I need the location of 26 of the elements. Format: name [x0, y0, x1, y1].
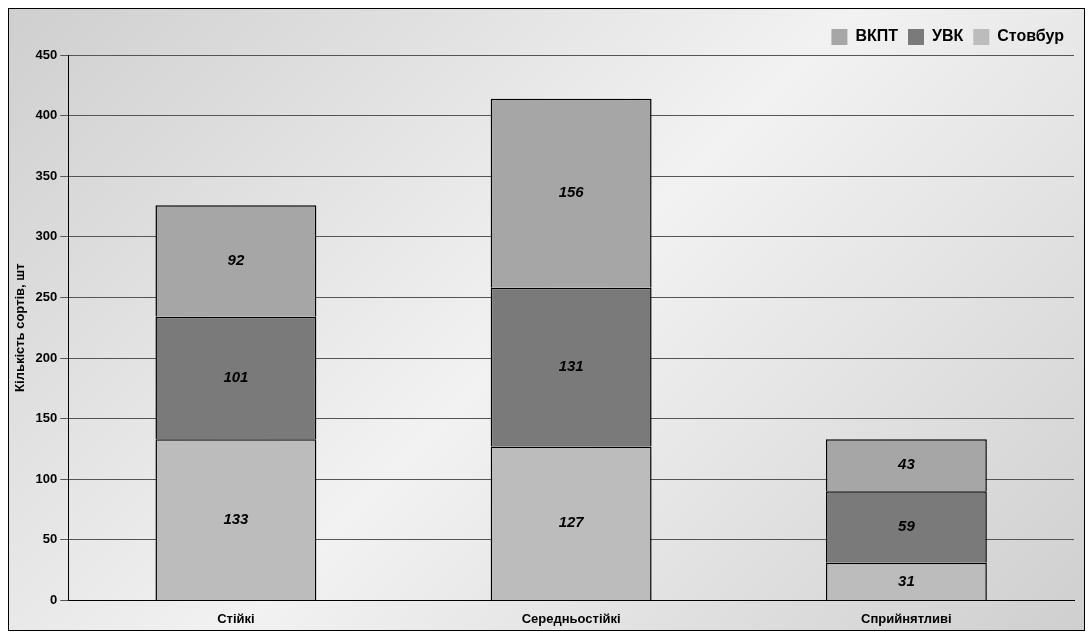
y-tick-label: 450	[35, 46, 58, 62]
legend-label: ВКПТ	[855, 27, 899, 45]
y-tick-label: 150	[35, 410, 58, 426]
y-tick-label: 400	[35, 107, 58, 123]
data-label: 31	[898, 571, 915, 589]
y-tick-label: 300	[35, 228, 58, 244]
y-tick-label: 350	[35, 167, 58, 183]
data-label: 59	[898, 517, 916, 535]
y-tick-label: 200	[35, 349, 58, 365]
y-tick-label: 100	[35, 470, 58, 486]
data-label: 101	[223, 368, 249, 386]
data-label: 156	[558, 183, 585, 201]
y-tick-label: 0	[50, 591, 58, 607]
legend-label: УВК	[932, 27, 964, 45]
x-tick-label: Сприйнятливі	[861, 610, 952, 626]
data-label: 127	[558, 513, 585, 531]
data-label: 92	[227, 251, 245, 269]
data-label: 43	[897, 455, 916, 473]
y-tick-label: 50	[42, 531, 58, 547]
y-tick-label: 250	[35, 288, 58, 304]
data-label: 133	[223, 509, 250, 527]
data-label: 131	[558, 357, 584, 375]
x-tick-label: Середньостійкі	[521, 610, 621, 626]
x-tick-label: Стійкі	[217, 610, 255, 626]
y-axis-title: Кількість сортів, шт	[12, 263, 28, 392]
legend-label: Стовбур	[997, 27, 1065, 45]
